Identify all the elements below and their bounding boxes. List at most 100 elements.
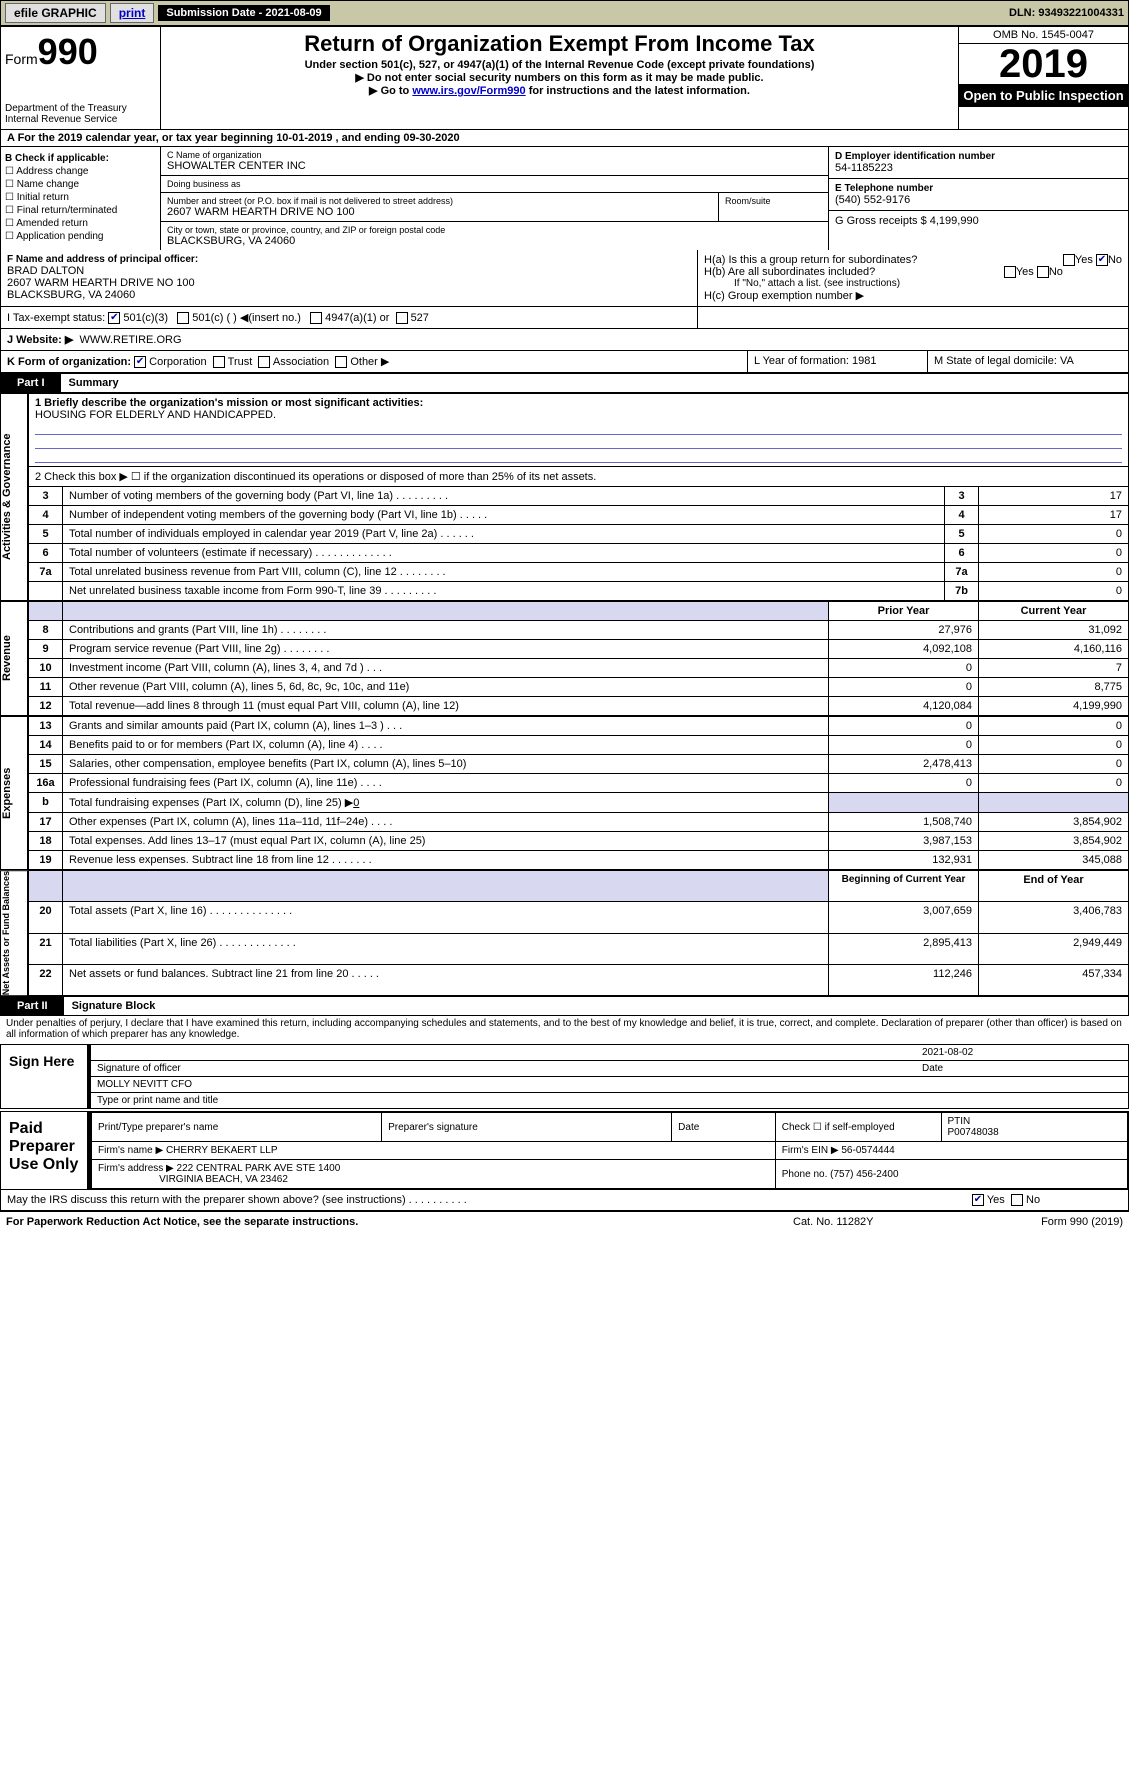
city-label: City or town, state or province, country… <box>167 225 822 235</box>
part1-title: Summary <box>61 374 127 392</box>
officer-name: BRAD DALTON <box>7 265 691 277</box>
line13: Grants and similar amounts paid (Part IX… <box>63 717 829 736</box>
firm-city: VIRGINIA BEACH, VA 23462 <box>159 1174 288 1185</box>
begcy-hdr: Beginning of Current Year <box>829 871 979 902</box>
line11-curr: 8,775 <box>979 678 1129 697</box>
state-domicile: M State of legal domicile: VA <box>928 351 1128 372</box>
colb-header: B Check if applicable: <box>5 153 156 164</box>
chk-4947[interactable] <box>310 312 322 324</box>
firm-name: CHERRY BEKAERT LLP <box>166 1145 278 1156</box>
line18-prior: 3,987,153 <box>829 832 979 851</box>
chk-application-pending[interactable]: Application pending <box>5 231 156 242</box>
hb-yes[interactable] <box>1004 266 1016 278</box>
chk-trust[interactable] <box>213 356 225 368</box>
chk-527[interactable] <box>396 312 408 324</box>
header-right-box: OMB No. 1545-0047 2019 Open to Public In… <box>958 27 1128 129</box>
line14-curr: 0 <box>979 736 1129 755</box>
ein-label: D Employer identification number <box>835 151 1122 162</box>
part2-header: Part II Signature Block <box>0 996 1129 1016</box>
line17: Other expenses (Part IX, column (A), lin… <box>63 813 829 832</box>
irs-link[interactable]: www.irs.gov/Form990 <box>412 85 525 97</box>
ha-no[interactable] <box>1096 254 1108 266</box>
officer-addr2: BLACKSBURG, VA 24060 <box>7 289 691 301</box>
line12: Total revenue—add lines 8 through 11 (mu… <box>63 697 829 716</box>
line12-curr: 4,199,990 <box>979 697 1129 716</box>
ptin-label: PTIN <box>948 1116 971 1127</box>
officer-label: F Name and address of principal officer: <box>7 254 691 265</box>
line21-curr: 2,949,449 <box>979 933 1129 964</box>
firm-addr: 222 CENTRAL PARK AVE STE 1400 <box>177 1163 341 1174</box>
phone-value: (540) 552-9176 <box>835 194 1122 206</box>
line15: Salaries, other compensation, employee b… <box>63 755 829 774</box>
line13-prior: 0 <box>829 717 979 736</box>
line13-curr: 0 <box>979 717 1129 736</box>
firm-phone: (757) 456-2400 <box>830 1169 898 1180</box>
part2-title: Signature Block <box>64 997 164 1015</box>
group-return-box: H(a) Is this a group return for subordin… <box>698 250 1128 306</box>
line4: Number of independent voting members of … <box>63 506 945 525</box>
part1-header: Part I Summary <box>0 373 1129 393</box>
sig-date: 2021-08-02 <box>922 1047 1122 1058</box>
submission-date: Submission Date - 2021-08-09 <box>158 5 329 21</box>
line9: Program service revenue (Part VIII, line… <box>63 640 829 659</box>
phone-box: E Telephone number (540) 552-9176 <box>829 179 1128 211</box>
firm-name-label: Firm's name ▶ <box>98 1145 163 1156</box>
line15-prior: 2,478,413 <box>829 755 979 774</box>
city-box: City or town, state or province, country… <box>161 222 828 250</box>
line2: 2 Check this box ▶ ☐ if the organization… <box>29 467 1129 487</box>
chk-corp[interactable] <box>134 356 146 368</box>
paid-preparer-label: Paid Preparer Use Only <box>1 1112 91 1189</box>
room-label: Room/suite <box>725 196 822 206</box>
side-expenses: Expenses <box>0 716 28 870</box>
line20-curr: 3,406,783 <box>979 902 1129 933</box>
line5-val: 0 <box>979 525 1129 544</box>
line19: Revenue less expenses. Subtract line 18 … <box>63 851 829 870</box>
line7a-val: 0 <box>979 563 1129 582</box>
line9-curr: 4,160,116 <box>979 640 1129 659</box>
line7b: Net unrelated business taxable income fr… <box>63 582 945 601</box>
line7a: Total unrelated business revenue from Pa… <box>63 563 945 582</box>
header-title-box: Return of Organization Exempt From Incom… <box>161 27 958 129</box>
header-sub3-pre: ▶ Go to <box>369 85 412 97</box>
chk-name-change[interactable]: Name change <box>5 179 156 190</box>
perjury-decl: Under penalties of perjury, I declare th… <box>0 1016 1129 1042</box>
chk-amended-return[interactable]: Amended return <box>5 218 156 229</box>
dln: DLN: 93493221004331 <box>1009 7 1124 19</box>
chk-501c[interactable] <box>177 312 189 324</box>
chk-address-change[interactable]: Address change <box>5 166 156 177</box>
chk-501c3[interactable] <box>108 312 120 324</box>
line19-prior: 132,931 <box>829 851 979 870</box>
ha-yes[interactable] <box>1063 254 1075 266</box>
line17-prior: 1,508,740 <box>829 813 979 832</box>
line20: Total assets (Part X, line 16) . . . . .… <box>63 902 829 933</box>
chk-assoc[interactable] <box>258 356 270 368</box>
chk-final-return[interactable]: Final return/terminated <box>5 205 156 216</box>
line21-prior: 2,895,413 <box>829 933 979 964</box>
line10-curr: 7 <box>979 659 1129 678</box>
dba-label: Doing business as <box>167 179 822 189</box>
line11-prior: 0 <box>829 678 979 697</box>
line21: Total liabilities (Part X, line 26) . . … <box>63 933 829 964</box>
line22: Net assets or fund balances. Subtract li… <box>63 965 829 996</box>
ein-box: D Employer identification number 54-1185… <box>829 147 1128 179</box>
ha-label: H(a) Is this a group return for subordin… <box>704 254 917 266</box>
chk-initial-return[interactable]: Initial return <box>5 192 156 203</box>
hb-no[interactable] <box>1037 266 1049 278</box>
form-title: Return of Organization Exempt From Incom… <box>165 31 954 57</box>
prep-sig-label: Preparer's signature <box>382 1113 672 1142</box>
line10: Investment income (Part VIII, column (A)… <box>63 659 829 678</box>
self-employed-label: Check ☐ if self-employed <box>775 1113 941 1142</box>
org-name-box: C Name of organization SHOWALTER CENTER … <box>161 147 828 176</box>
form-footer: Form 990 (2019) <box>973 1216 1123 1228</box>
side-activities: Activities & Governance <box>0 393 28 601</box>
line7b-val: 0 <box>979 582 1129 601</box>
officer-addr1: 2607 WARM HEARTH DRIVE NO 100 <box>7 277 691 289</box>
discuss-label: May the IRS discuss this return with the… <box>7 1194 972 1206</box>
discuss-yes[interactable] <box>972 1194 984 1206</box>
print-button[interactable]: print <box>110 3 155 23</box>
discuss-no[interactable] <box>1011 1194 1023 1206</box>
gross-receipts: G Gross receipts $ 4,199,990 <box>835 215 979 227</box>
chk-other[interactable] <box>335 356 347 368</box>
line16b: Total fundraising expenses (Part IX, col… <box>63 793 829 813</box>
line12-prior: 4,120,084 <box>829 697 979 716</box>
